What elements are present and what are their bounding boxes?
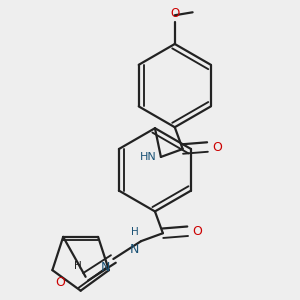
Text: O: O [212,140,222,154]
Text: H: H [131,227,139,237]
Text: O: O [56,276,65,289]
Text: O: O [193,225,202,238]
Text: HN: HN [140,152,157,162]
Text: O: O [170,7,179,20]
Text: N: N [130,243,139,256]
Text: N: N [101,261,110,274]
Text: H: H [74,261,82,271]
